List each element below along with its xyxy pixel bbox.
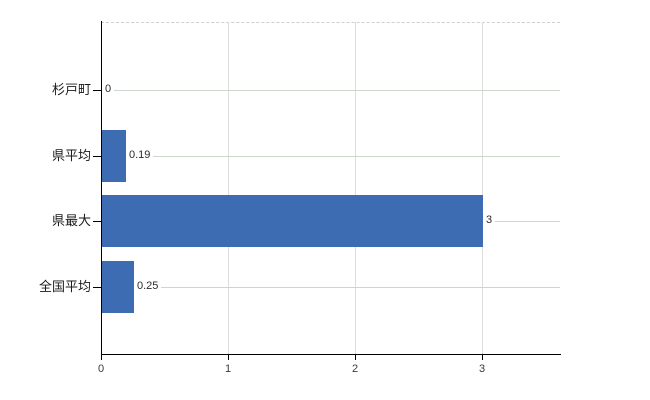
y-axis-tick bbox=[93, 221, 101, 222]
bar bbox=[102, 195, 483, 247]
x-tick-label: 0 bbox=[97, 363, 105, 375]
x-axis-line bbox=[101, 354, 561, 355]
x-axis-tick bbox=[482, 355, 483, 360]
bar bbox=[102, 261, 134, 313]
category-label: 杉戸町 bbox=[51, 82, 91, 97]
category-label: 県平均 bbox=[51, 148, 91, 163]
bar-value-label: 0.25 bbox=[137, 280, 159, 292]
category-label: 全国平均 bbox=[38, 279, 91, 294]
y-axis-tick bbox=[93, 287, 101, 288]
y-axis-tick bbox=[93, 156, 101, 157]
x-tick-label: 1 bbox=[224, 363, 232, 375]
x-gridline bbox=[482, 22, 483, 354]
y-axis-line bbox=[101, 21, 102, 354]
x-axis-tick bbox=[101, 355, 102, 360]
x-axis-tick bbox=[355, 355, 356, 360]
bar-value-label: 0 bbox=[105, 83, 112, 95]
x-axis-tick bbox=[228, 355, 229, 360]
row-leader-line bbox=[153, 156, 560, 157]
category-label: 県最大 bbox=[51, 213, 91, 228]
plot-area bbox=[101, 22, 560, 355]
bar-value-label: 0.19 bbox=[129, 149, 151, 161]
row-leader-line bbox=[495, 221, 560, 222]
x-tick-label: 2 bbox=[351, 363, 359, 375]
x-gridline bbox=[355, 22, 356, 354]
bar-value-label: 3 bbox=[486, 214, 493, 226]
row-leader-line bbox=[161, 287, 560, 288]
x-tick-label: 3 bbox=[478, 363, 486, 375]
bar bbox=[102, 130, 126, 182]
x-gridline bbox=[228, 22, 229, 354]
y-axis-tick bbox=[93, 90, 101, 91]
row-leader-line bbox=[114, 90, 560, 91]
